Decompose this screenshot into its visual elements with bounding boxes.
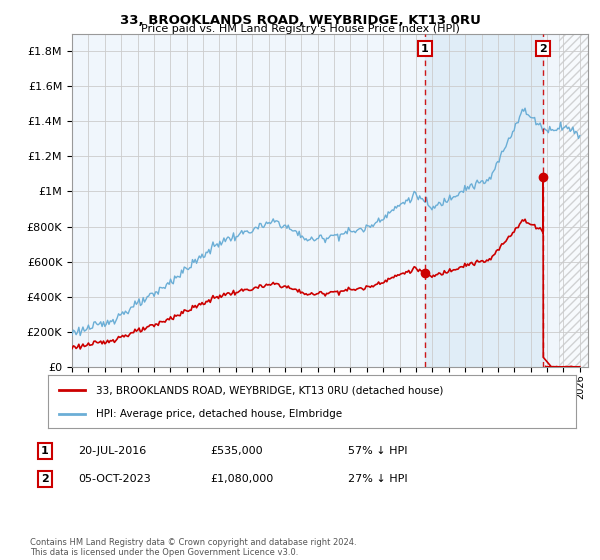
Text: 57% ↓ HPI: 57% ↓ HPI [348, 446, 407, 456]
Text: 05-OCT-2023: 05-OCT-2023 [78, 474, 151, 484]
Text: £1,080,000: £1,080,000 [210, 474, 273, 484]
Text: HPI: Average price, detached house, Elmbridge: HPI: Average price, detached house, Elmb… [95, 408, 341, 418]
Text: Price paid vs. HM Land Registry's House Price Index (HPI): Price paid vs. HM Land Registry's House … [140, 24, 460, 34]
Text: 1: 1 [41, 446, 49, 456]
Text: 1: 1 [421, 44, 429, 54]
Bar [425, 34, 543, 367]
Text: 33, BROOKLANDS ROAD, WEYBRIDGE, KT13 0RU: 33, BROOKLANDS ROAD, WEYBRIDGE, KT13 0RU [119, 14, 481, 27]
Text: 20-JUL-2016: 20-JUL-2016 [78, 446, 146, 456]
Text: 2: 2 [539, 44, 547, 54]
Text: £535,000: £535,000 [210, 446, 263, 456]
Text: 33, BROOKLANDS ROAD, WEYBRIDGE, KT13 0RU (detached house): 33, BROOKLANDS ROAD, WEYBRIDGE, KT13 0RU… [95, 385, 443, 395]
Text: Contains HM Land Registry data © Crown copyright and database right 2024.
This d: Contains HM Land Registry data © Crown c… [30, 538, 356, 557]
Text: 2: 2 [41, 474, 49, 484]
Text: 27% ↓ HPI: 27% ↓ HPI [348, 474, 407, 484]
